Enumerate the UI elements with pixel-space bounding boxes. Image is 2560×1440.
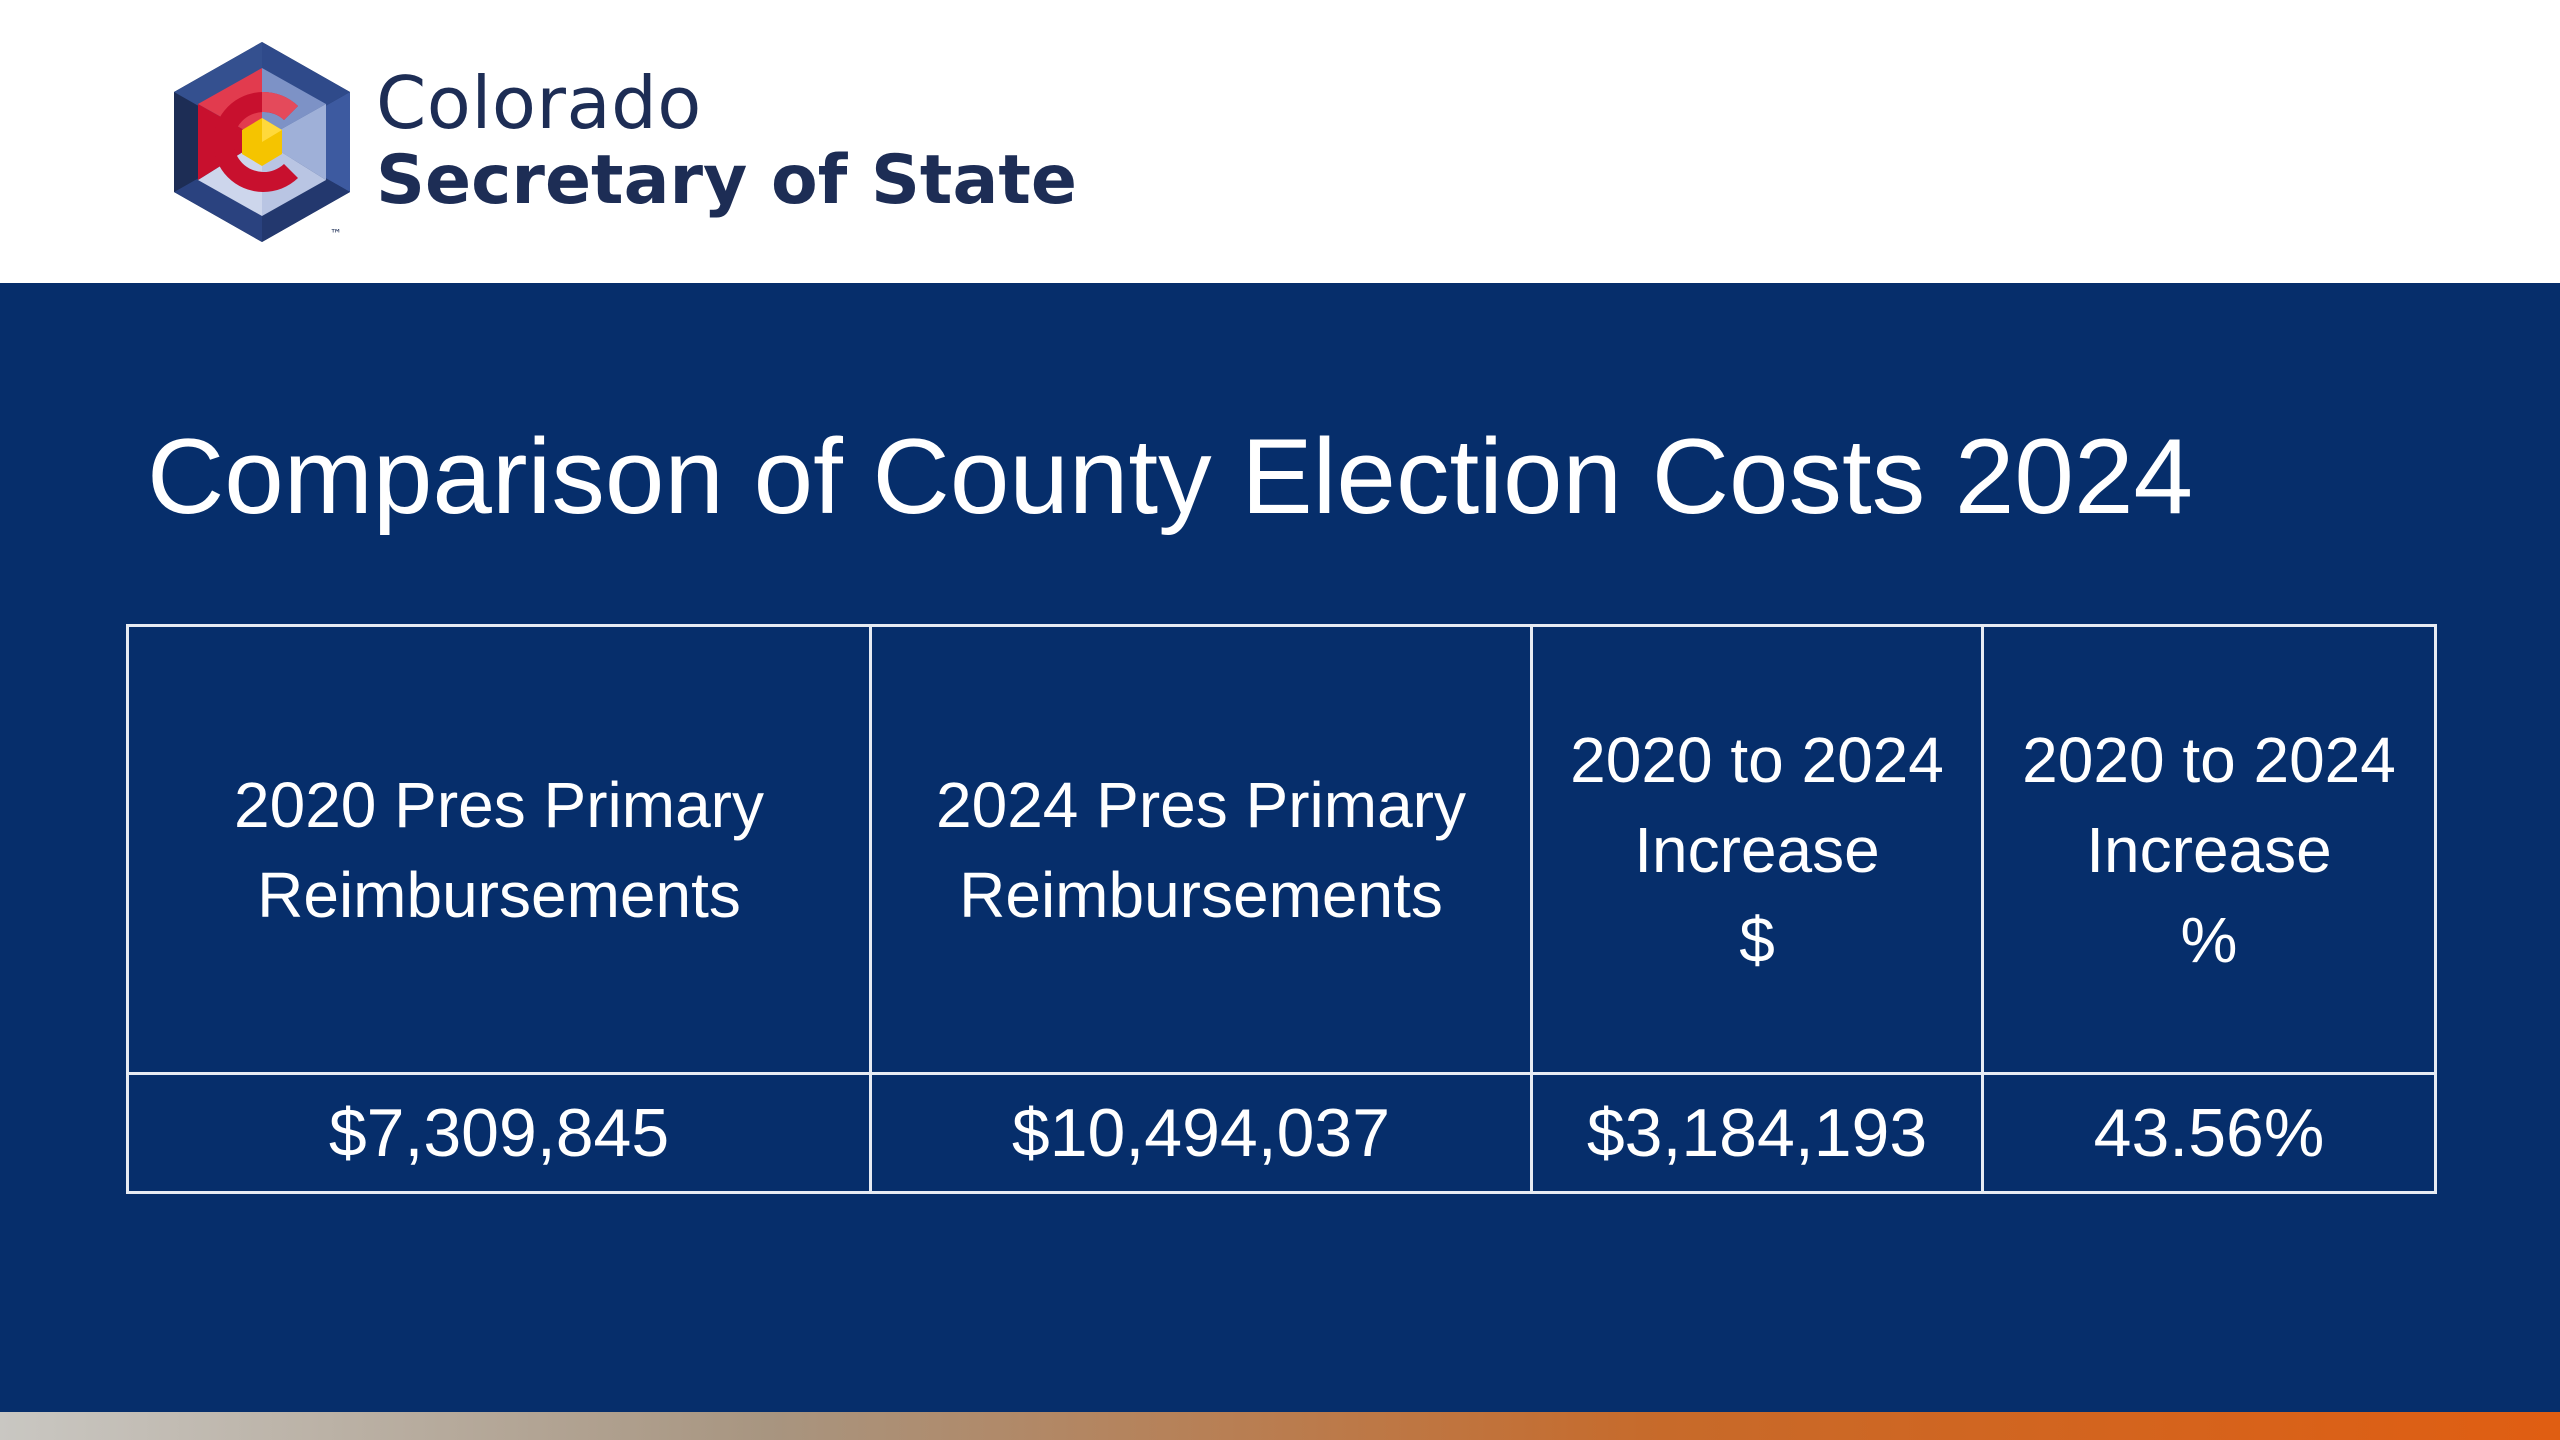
cell-increase-dollars: $3,184,193 (1530, 1072, 1984, 1194)
header-2020-reimbursements: 2020 Pres Primary Reimbursements (126, 624, 872, 1075)
header-text: 2020 to 2024 (1570, 723, 1944, 796)
footer-accent-bar (0, 1412, 2560, 1440)
header-text: Increase (2086, 813, 2332, 886)
colorado-sos-logo-icon: ™ (174, 42, 350, 242)
cell-increase-percent: 43.56% (1981, 1072, 2437, 1194)
header-increase-dollars: 2020 to 2024 Increase $ (1530, 624, 1984, 1075)
header-text: Increase (1634, 813, 1880, 886)
trademark-mark: ™ (330, 227, 342, 241)
election-cost-table: 2020 Pres Primary Reimbursements 2024 Pr… (126, 624, 2437, 1194)
table-header-row: 2020 Pres Primary Reimbursements 2024 Pr… (126, 624, 2437, 1075)
header-2024-reimbursements: 2024 Pres Primary Reimbursements (869, 624, 1533, 1075)
header-text: 2020 to 2024 (2022, 723, 2396, 796)
header-text: 2020 Pres Primary (234, 768, 764, 841)
header-text: % (2180, 903, 2238, 976)
logo-name-line2: Secretary of State (376, 141, 1077, 220)
cell-2024-reimbursements: $10,494,037 (869, 1072, 1533, 1194)
header-text: Reimbursements (959, 858, 1443, 931)
header-text: 2024 Pres Primary (936, 768, 1466, 841)
header-text: $ (1739, 903, 1775, 976)
header: ™ Colorado Secretary of State (0, 0, 2560, 283)
slide-title: Comparison of County Election Costs 2024 (147, 416, 2193, 536)
table-row: $7,309,845 $10,494,037 $3,184,193 43.56% (126, 1072, 2437, 1194)
cell-2020-reimbursements: $7,309,845 (126, 1072, 872, 1194)
header-text: Reimbursements (257, 858, 741, 931)
logo-name-line1: Colorado (376, 61, 702, 145)
slide-body: Comparison of County Election Costs 2024… (0, 283, 2560, 1412)
header-increase-percent: 2020 to 2024 Increase % (1981, 624, 2437, 1075)
